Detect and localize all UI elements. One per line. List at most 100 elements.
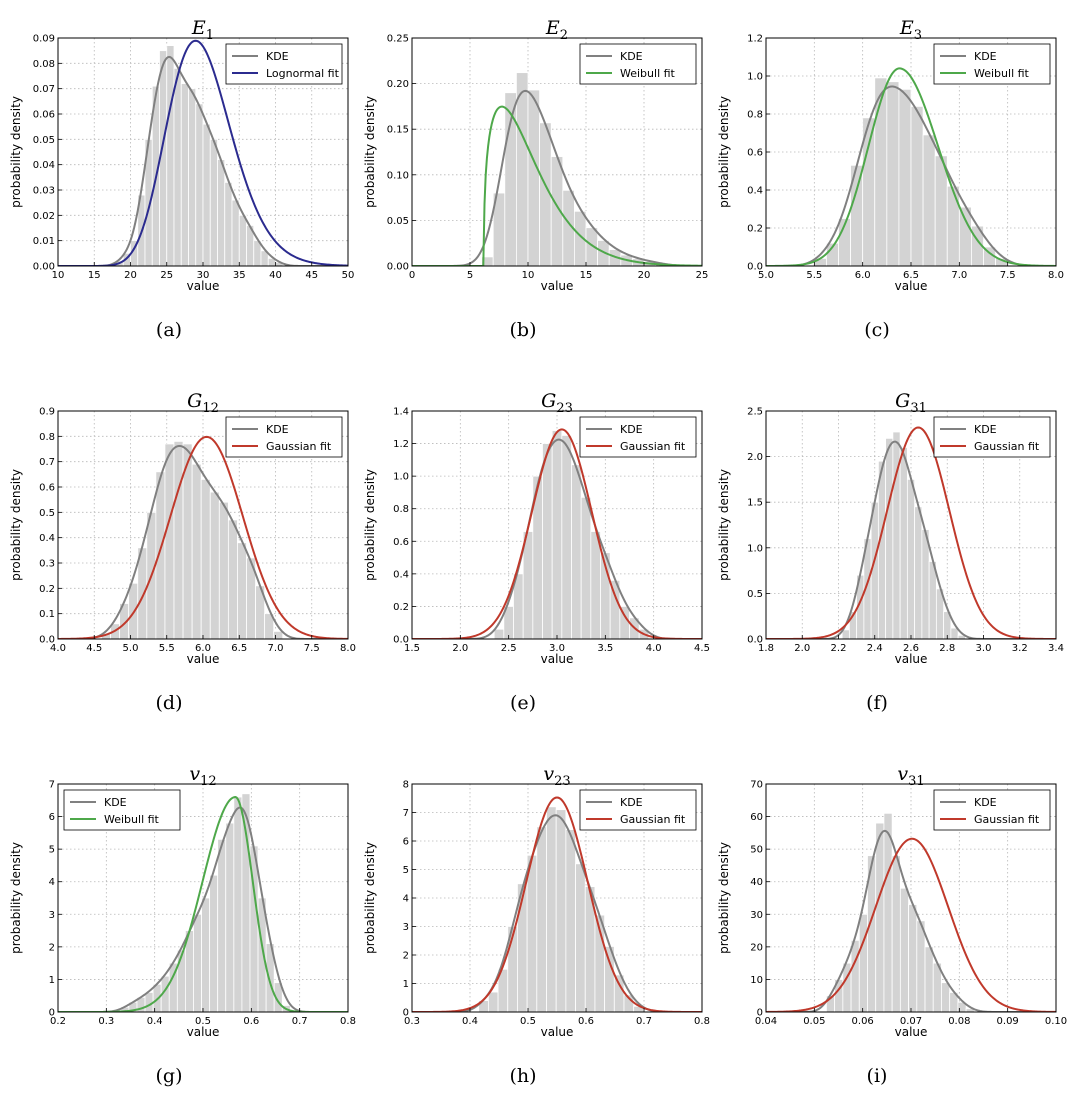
hist-bar	[217, 838, 227, 1012]
x-tick-label: 3.0	[549, 643, 565, 654]
chart-title: G12	[187, 390, 219, 416]
y-tick-label: 2.5	[747, 407, 763, 418]
hist-bar	[487, 991, 499, 1012]
x-tick-label: 0.4	[147, 1016, 163, 1027]
y-tick-label: 0.5	[747, 589, 763, 600]
hist-bar	[883, 812, 893, 1012]
hist-bar	[273, 631, 284, 639]
hist-bar	[218, 501, 229, 639]
x-tick-label: 8.0	[340, 643, 356, 654]
histogram	[120, 793, 291, 1012]
x-tick-label: 0.10	[1045, 1016, 1067, 1027]
y-tick-label: 0.2	[393, 602, 409, 613]
x-tick-label: 0.5	[520, 1016, 536, 1027]
legend-label: Weibull fit	[974, 67, 1030, 80]
x-tick-label: 2.8	[939, 643, 955, 654]
legend-box	[933, 789, 1051, 831]
y-tick-label: 0	[757, 1008, 763, 1019]
hist-bar	[965, 1008, 975, 1012]
y-tick-label: 0.6	[747, 148, 763, 159]
hist-bar	[555, 809, 567, 1012]
hist-bar	[217, 159, 226, 266]
legend: KDE Weibull fit	[579, 43, 697, 85]
x-tick-label: 0.06	[852, 1016, 874, 1027]
legend-label: KDE	[620, 423, 643, 436]
y-tick-label: 6	[403, 837, 409, 848]
hist-bar	[209, 138, 218, 266]
x-tick-label: 7.0	[268, 643, 284, 654]
x-axis-label: value	[187, 1025, 220, 1039]
y-tick-label: 0.4	[39, 533, 55, 544]
chart-title-base: v	[897, 763, 908, 785]
chart-title-subscript: 1	[206, 28, 214, 43]
x-axis-label: value	[541, 279, 574, 293]
hist-bar	[128, 582, 139, 639]
hist-bar	[164, 443, 175, 639]
x-tick-label: 8.0	[1048, 270, 1064, 281]
x-tick-label: 2.4	[867, 643, 883, 654]
y-tick-label: 1.0	[747, 72, 763, 83]
x-tick-label: 35	[233, 270, 246, 281]
x-tick-label: 25	[160, 270, 173, 281]
legend-label: KDE	[974, 50, 997, 63]
y-tick-label: 1.0	[747, 543, 763, 554]
kde-line	[766, 440, 1056, 639]
hist-bar	[891, 855, 901, 1012]
hist-bar	[575, 863, 586, 1012]
hist-bar	[273, 982, 283, 1012]
legend: KDE Gaussian fit	[225, 416, 343, 458]
legend-box	[225, 43, 343, 85]
hist-bar	[571, 464, 582, 639]
x-axis-label: value	[895, 652, 928, 666]
y-tick-label: 30	[750, 910, 763, 921]
hist-bar	[209, 491, 220, 639]
legend-label: Gaussian fit	[620, 440, 686, 453]
hist-bar	[237, 542, 247, 639]
chart-title-subscript: 23	[556, 401, 573, 416]
hist-bar	[858, 913, 868, 1012]
hist-bar	[899, 887, 909, 1012]
fit-line	[412, 105, 702, 266]
hist-bar	[536, 826, 547, 1012]
hist-bar	[527, 89, 541, 266]
hist-bar	[209, 874, 219, 1012]
x-tick-label: 2.0	[452, 643, 468, 654]
x-tick-label: 0.04	[755, 1016, 777, 1027]
hist-bar	[201, 897, 211, 1012]
y-tick-label: 0.0	[393, 635, 409, 646]
y-tick-label: 5	[403, 865, 409, 876]
hist-bar	[580, 496, 592, 639]
y-tick-label: 1.0	[393, 472, 409, 483]
x-tick-label: 4.5	[86, 643, 102, 654]
hist-bar	[526, 854, 538, 1012]
y-axis-label: probability density	[717, 842, 731, 954]
legend-label: KDE	[104, 796, 127, 809]
axes-frame	[411, 37, 703, 267]
hist-bar	[238, 214, 247, 266]
histogram	[478, 806, 644, 1012]
y-tick-label: 1.2	[393, 439, 409, 450]
y-tick-label: 0	[403, 1008, 409, 1019]
x-tick-label: 3.5	[597, 643, 613, 654]
histogram	[481, 72, 668, 266]
y-tick-label: 0.0	[39, 635, 55, 646]
hist-bar	[166, 45, 175, 266]
y-tick-label: 0.4	[747, 186, 763, 197]
y-axis-label: probability density	[363, 469, 377, 581]
y-axis-label: probability density	[9, 96, 23, 208]
hist-bar	[906, 478, 916, 639]
y-tick-label: 6	[49, 812, 55, 823]
legend-label: Weibull fit	[104, 813, 160, 826]
y-tick-label: 1	[49, 975, 55, 986]
hist-bar	[155, 471, 166, 639]
subplot-caption: (h)	[509, 1065, 536, 1087]
legend-box	[933, 43, 1051, 85]
legend-label: KDE	[266, 423, 289, 436]
x-tick-label: 2.6	[903, 643, 919, 654]
y-tick-label: 7	[49, 780, 55, 791]
y-tick-label: 0.5	[39, 508, 55, 519]
y-tick-label: 0.15	[387, 125, 409, 136]
legend-label: KDE	[974, 796, 997, 809]
y-axis-label: probability density	[9, 469, 23, 581]
hist-bar	[910, 106, 924, 266]
